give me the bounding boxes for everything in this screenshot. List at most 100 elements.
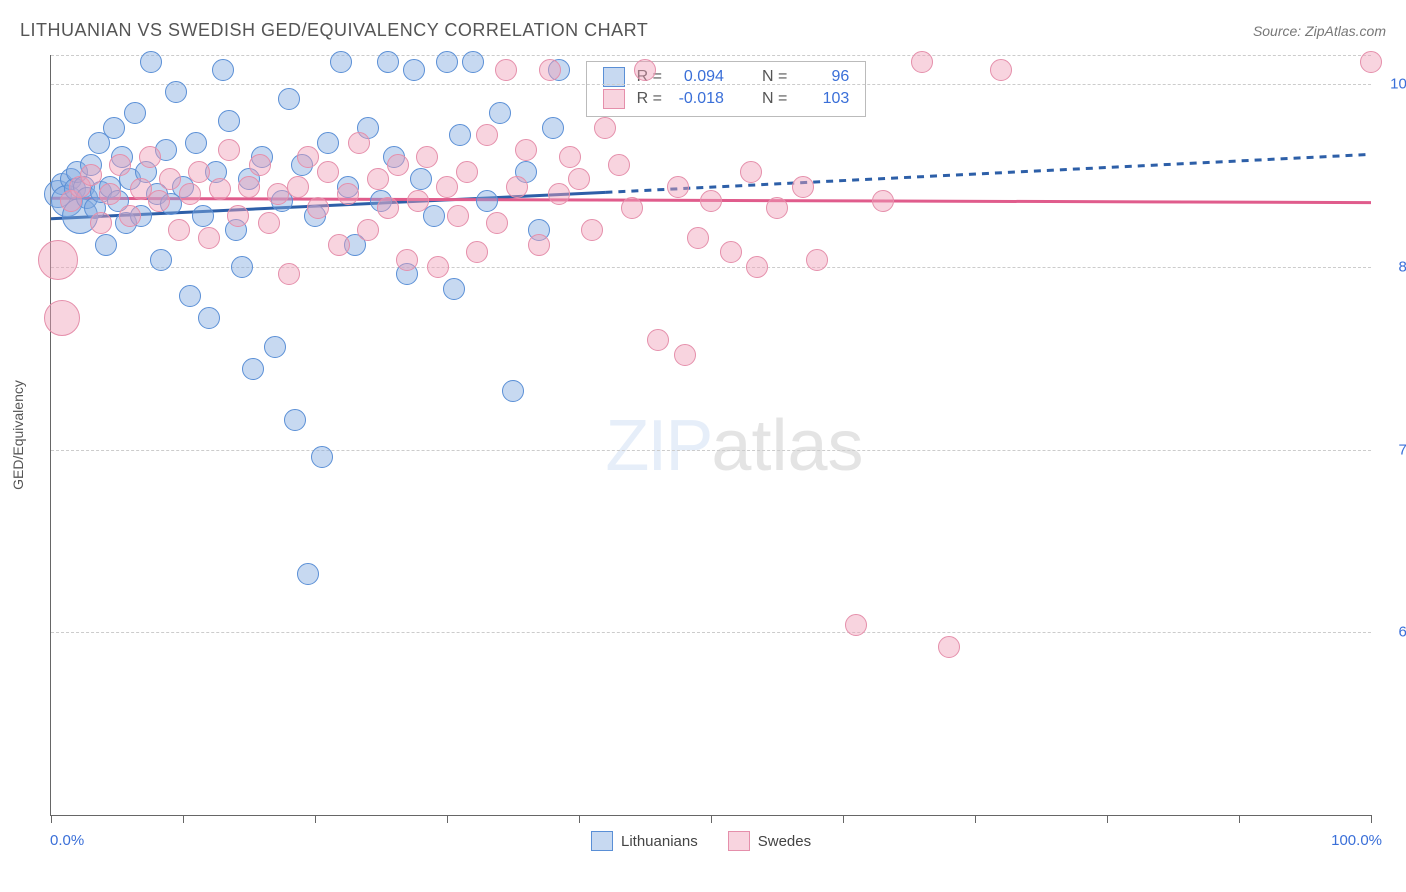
gridline — [51, 55, 1371, 56]
swatch-icon — [591, 831, 613, 851]
data-point — [872, 190, 894, 212]
data-point — [150, 249, 172, 271]
data-point — [238, 176, 260, 198]
n-value: 103 — [793, 88, 855, 110]
data-point — [165, 81, 187, 103]
data-point — [486, 212, 508, 234]
data-point — [317, 161, 339, 183]
x-tick — [1371, 815, 1372, 823]
data-point — [212, 59, 234, 81]
data-point — [179, 285, 201, 307]
data-point — [357, 219, 379, 241]
data-point — [99, 183, 121, 205]
data-point — [330, 51, 352, 73]
data-point — [103, 117, 125, 139]
data-point — [674, 344, 696, 366]
data-point — [179, 183, 201, 205]
data-point — [109, 154, 131, 176]
data-point — [427, 256, 449, 278]
data-point — [990, 59, 1012, 81]
scatter-plot: ZIPatlas R = 0.094 N = 96 R = -0.018 N =… — [50, 55, 1371, 816]
data-point — [542, 117, 564, 139]
data-point — [466, 241, 488, 263]
data-point — [416, 146, 438, 168]
data-point — [792, 176, 814, 198]
data-point — [621, 197, 643, 219]
watermark: ZIPatlas — [605, 405, 863, 487]
y-axis-title: GED/Equivalency — [10, 380, 26, 490]
data-point — [476, 190, 498, 212]
r-value: -0.018 — [668, 88, 730, 110]
source-label: Source: ZipAtlas.com — [1253, 23, 1386, 39]
watermark-zip: ZIP — [605, 406, 711, 486]
data-point — [90, 212, 112, 234]
data-point — [456, 161, 478, 183]
data-point — [387, 154, 409, 176]
data-point — [44, 300, 80, 336]
data-point — [502, 380, 524, 402]
x-tick — [1107, 815, 1108, 823]
data-point — [242, 358, 264, 380]
data-point — [218, 110, 240, 132]
x-tick — [975, 815, 976, 823]
data-point — [700, 190, 722, 212]
data-point — [447, 205, 469, 227]
x-tick — [1239, 815, 1240, 823]
data-point — [287, 176, 309, 198]
data-point — [720, 241, 742, 263]
data-point — [227, 205, 249, 227]
y-tick-label: 87.5% — [1381, 258, 1406, 275]
data-point — [911, 51, 933, 73]
stats-legend-box: R = 0.094 N = 96 R = -0.018 N = 103 — [586, 61, 867, 117]
data-point — [740, 161, 762, 183]
data-point — [278, 263, 300, 285]
stats-row: R = -0.018 N = 103 — [597, 88, 856, 110]
data-point — [148, 190, 170, 212]
data-point — [377, 197, 399, 219]
data-point — [348, 132, 370, 154]
data-point — [746, 256, 768, 278]
data-point — [403, 59, 425, 81]
data-point — [317, 132, 339, 154]
data-point — [297, 563, 319, 585]
y-tick-label: 62.5% — [1381, 624, 1406, 641]
data-point — [528, 234, 550, 256]
legend-label: Swedes — [758, 833, 811, 850]
data-point — [249, 154, 271, 176]
data-point — [436, 176, 458, 198]
data-point — [159, 168, 181, 190]
data-point — [1360, 51, 1382, 73]
watermark-atlas: atlas — [711, 406, 863, 486]
data-point — [489, 102, 511, 124]
data-point — [462, 51, 484, 73]
data-point — [495, 59, 517, 81]
data-point — [449, 124, 471, 146]
data-point — [766, 197, 788, 219]
data-point — [209, 178, 231, 200]
x-tick — [315, 815, 316, 823]
data-point — [278, 88, 300, 110]
swatch-icon — [603, 89, 625, 109]
data-point — [634, 59, 656, 81]
data-point — [515, 139, 537, 161]
data-point — [258, 212, 280, 234]
data-point — [367, 168, 389, 190]
data-point — [80, 164, 102, 186]
data-point — [845, 614, 867, 636]
legend-label: Lithuanians — [621, 833, 698, 850]
data-point — [443, 278, 465, 300]
y-tick-label: 75.0% — [1381, 441, 1406, 458]
data-point — [198, 227, 220, 249]
x-tick — [183, 815, 184, 823]
data-point — [284, 409, 306, 431]
data-point — [647, 329, 669, 351]
data-point — [328, 234, 350, 256]
data-point — [806, 249, 828, 271]
data-point — [185, 132, 207, 154]
legend-item: Swedes — [728, 831, 811, 851]
data-point — [311, 446, 333, 468]
data-point — [539, 59, 561, 81]
data-point — [140, 51, 162, 73]
legend-item: Lithuanians — [591, 831, 698, 851]
x-axis-max-label: 100.0% — [1331, 832, 1382, 849]
